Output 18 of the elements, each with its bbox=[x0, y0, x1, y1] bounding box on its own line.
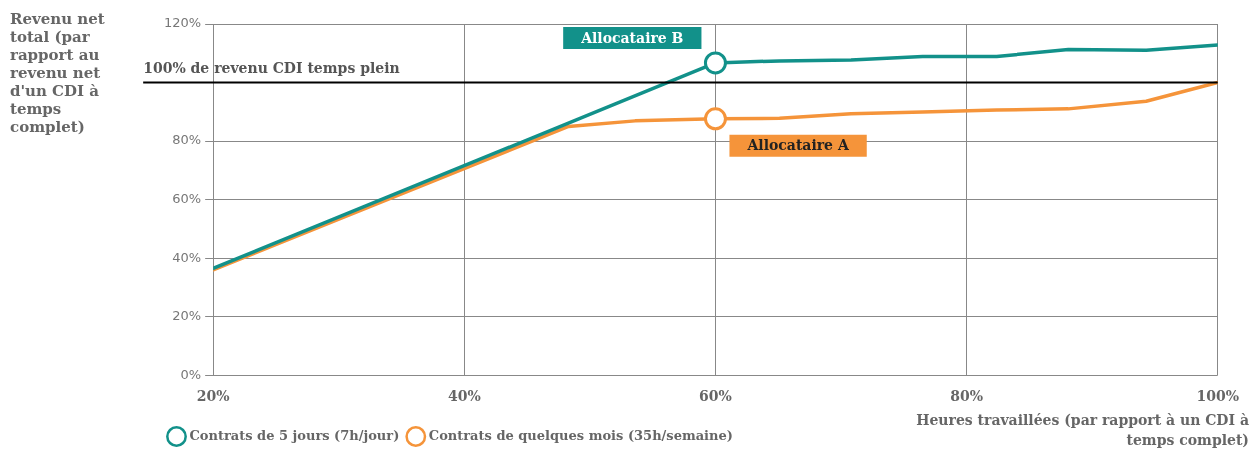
annotation: Allocataire B bbox=[580, 29, 684, 46]
y-tick-label: 120% bbox=[163, 15, 202, 31]
x-tick-label: 80% bbox=[950, 388, 983, 405]
annotation: Allocataire A bbox=[746, 137, 850, 154]
legend-label: Contrats de quelques mois (35h/semaine) bbox=[428, 427, 733, 443]
y-tick-label: 80% bbox=[172, 132, 202, 148]
x-tick-label: 100% bbox=[1196, 388, 1239, 405]
y-axis-title: Revenu net total (par rapport au revenu net d'un CDI à temps complet) bbox=[10, 10, 106, 136]
ref-line-label: 100% de revenu CDI temps plein bbox=[143, 60, 400, 77]
x-axis-title: Heures travaillées (par rapport à un CDI à temps complet) bbox=[915, 411, 1249, 450]
x-tick-label: 40% bbox=[447, 388, 481, 405]
y-tick-label: 40% bbox=[172, 249, 202, 265]
y-tick-label: 60% bbox=[172, 190, 202, 206]
x-tick-label: 20% bbox=[196, 388, 230, 405]
y-tick-label: 0% bbox=[180, 366, 202, 382]
legend-label: Contrats de 5 jours (7h/jour) bbox=[189, 427, 400, 443]
y-tick-label: 20% bbox=[172, 308, 202, 324]
x-tick-label: 60% bbox=[699, 388, 732, 405]
